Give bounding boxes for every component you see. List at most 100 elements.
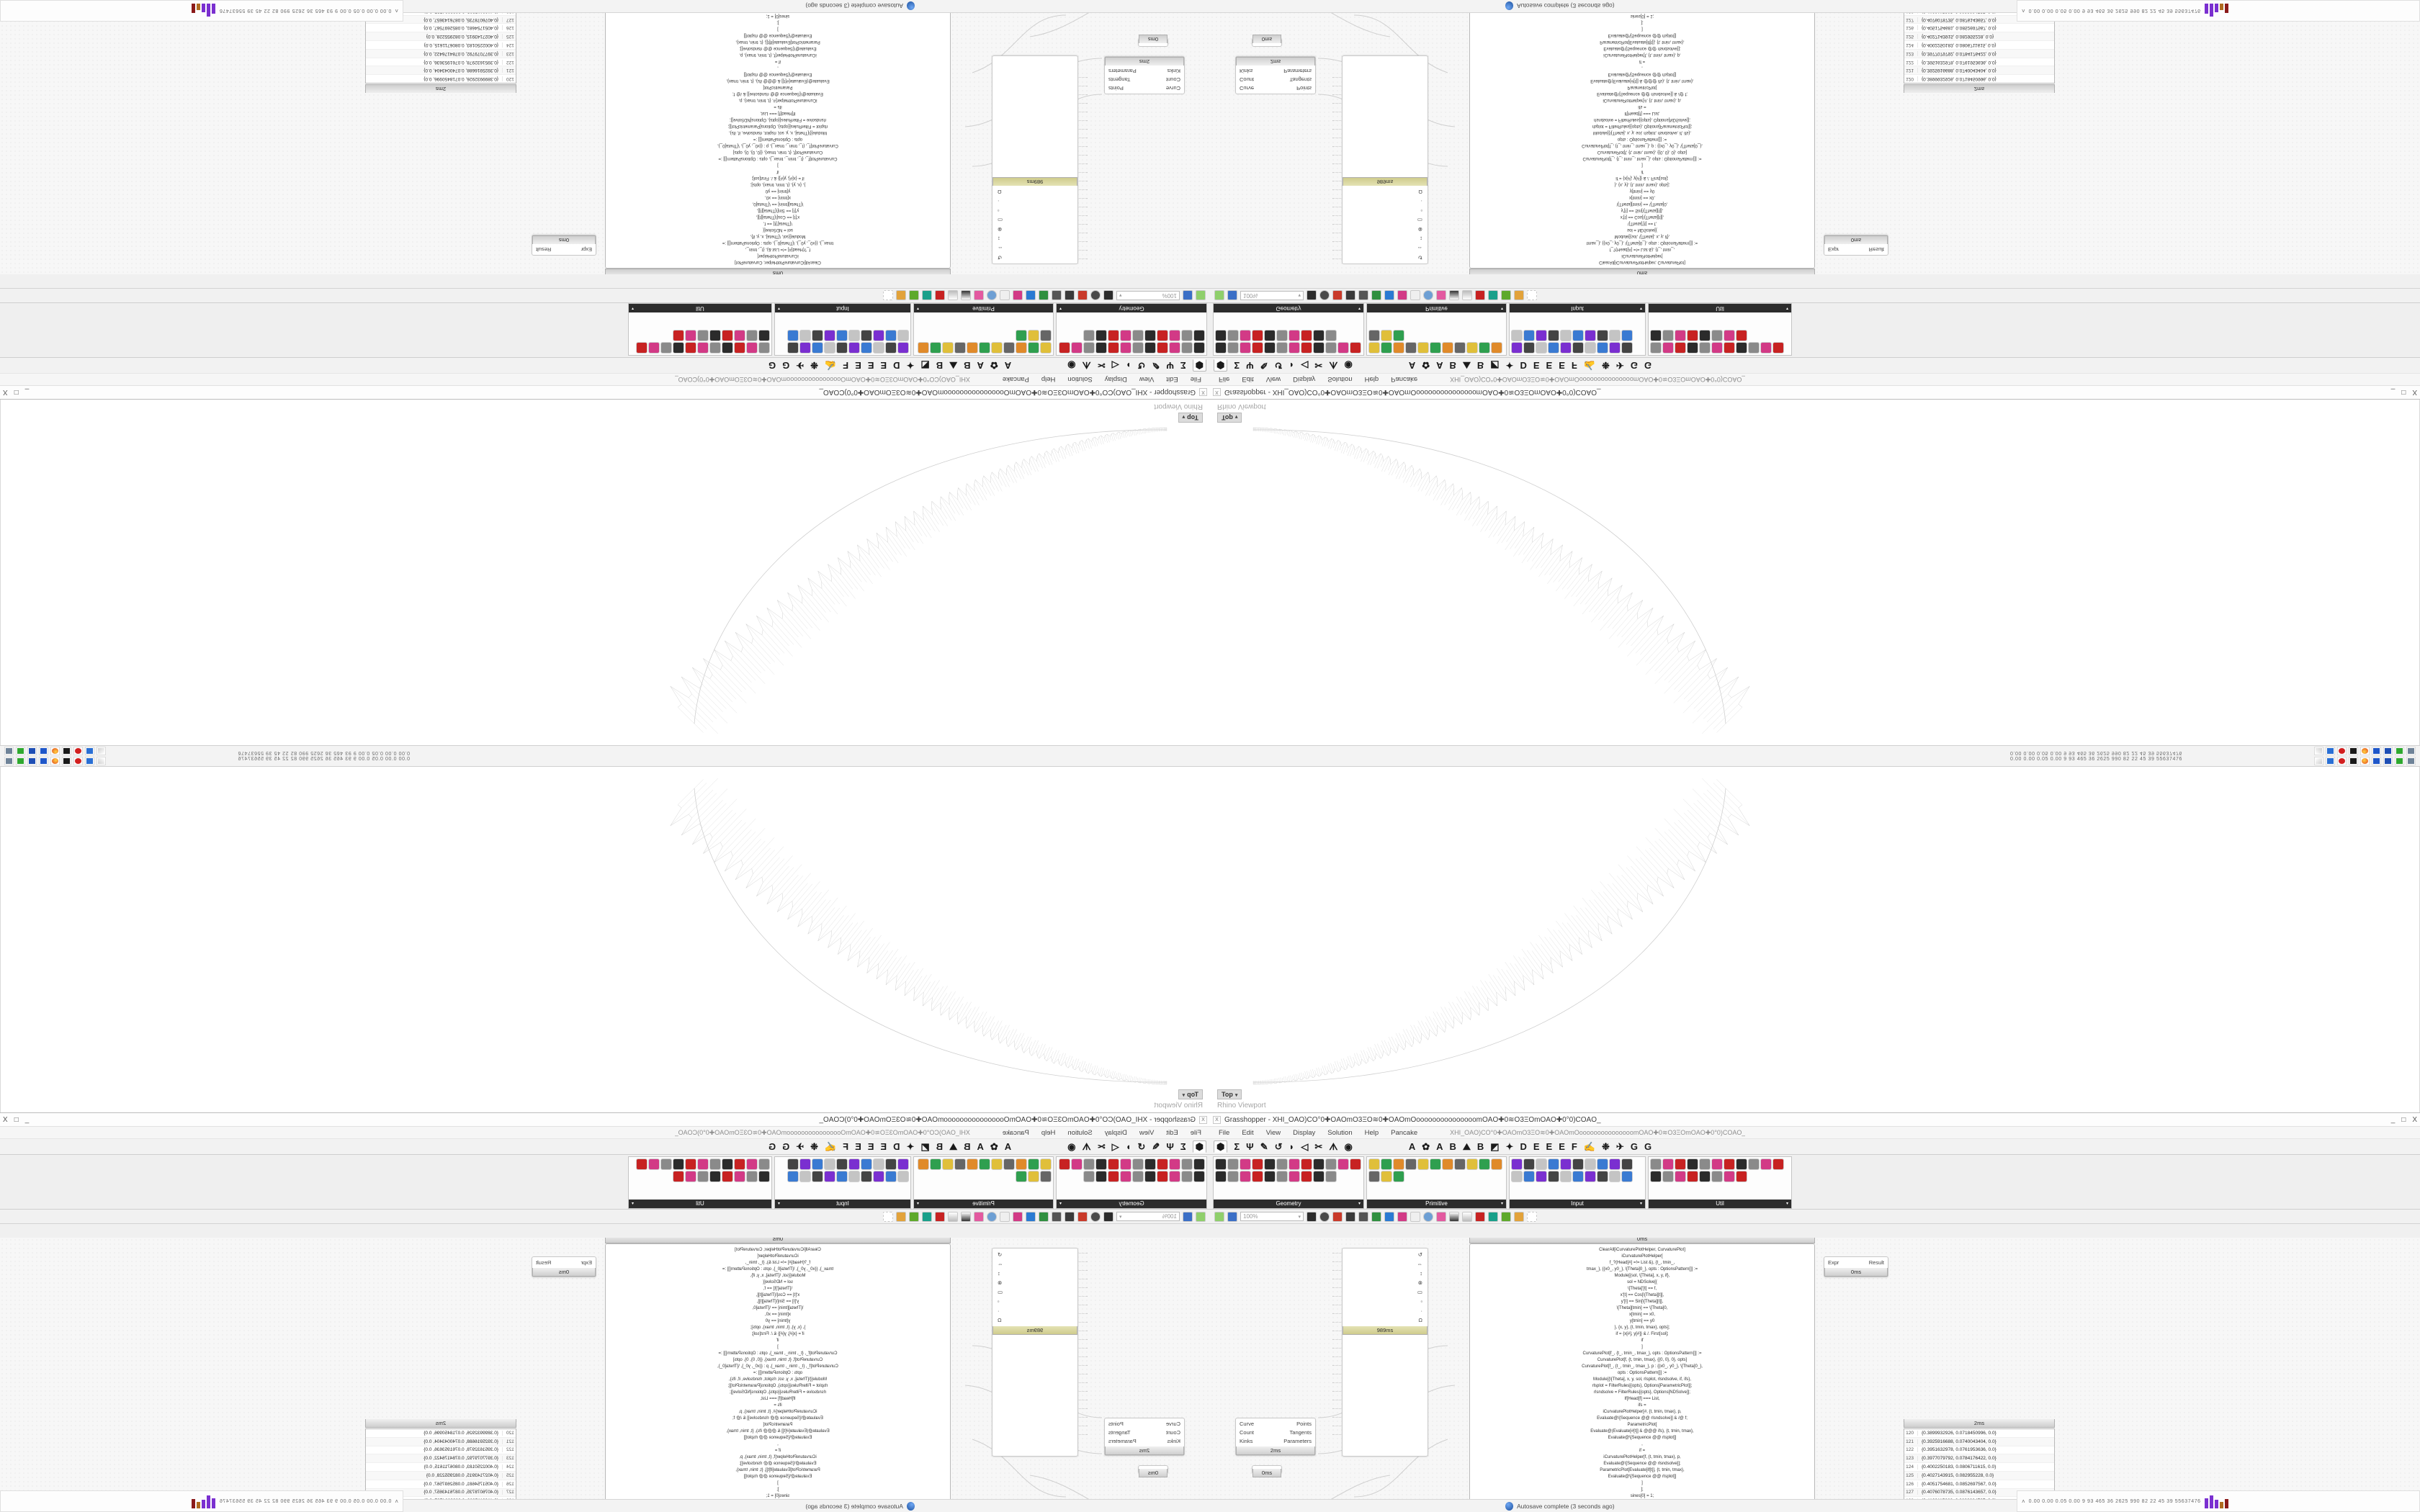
help-box-icon[interactable] bbox=[974, 1211, 984, 1222]
component-icon[interactable] bbox=[1621, 342, 1633, 354]
component-icon[interactable] bbox=[1144, 330, 1156, 341]
ribbon-group-expander[interactable]: ▾ bbox=[1059, 1202, 1062, 1206]
ribbon-tab-left-5[interactable]: ◗ bbox=[1289, 1141, 1295, 1152]
menu-bar[interactable]: File Edit View Display Solution Help Pan… bbox=[1210, 373, 2420, 385]
component-icon[interactable] bbox=[1016, 330, 1027, 341]
table-row[interactable]: 121 {0.3925916688, 0.0740043404, 0.0} bbox=[366, 66, 516, 75]
canvas-toolbar[interactable]: 100% ▾ bbox=[0, 1210, 1210, 1224]
component-icon[interactable] bbox=[1662, 330, 1674, 341]
component-icon[interactable] bbox=[1083, 342, 1095, 354]
ribbon-tab-left-7[interactable]: ✂ bbox=[1314, 1141, 1323, 1152]
component-icon[interactable] bbox=[1144, 1171, 1156, 1182]
table-row[interactable]: 123 {0.3977079792, 0.0784176422, 0.0} bbox=[1904, 1454, 2054, 1464]
component-icon[interactable] bbox=[1597, 1158, 1608, 1170]
ribbon-tab-plugin-6[interactable]: ◩ bbox=[1490, 1141, 1500, 1152]
shade-c-icon[interactable] bbox=[935, 1211, 945, 1222]
component-icon[interactable] bbox=[1597, 330, 1608, 341]
ribbon-tab-left-1[interactable]: Σ bbox=[1234, 1141, 1240, 1152]
ribbon-group-expander[interactable]: ▾ bbox=[1785, 1202, 1788, 1206]
component-icon[interactable] bbox=[942, 342, 954, 354]
gha-loader-icon[interactable] bbox=[1397, 290, 1407, 301]
menu-bar[interactable]: File Edit View Display Solution Help Pan… bbox=[1210, 1127, 2420, 1139]
ribbon-group-expander[interactable]: ▾ bbox=[1059, 306, 1062, 310]
recompute-icon[interactable] bbox=[1371, 290, 1381, 301]
component-icon[interactable] bbox=[1169, 342, 1180, 354]
component-icon[interactable] bbox=[1240, 330, 1251, 341]
ribbon-tab-plugin-2[interactable]: A bbox=[977, 360, 984, 371]
rhino-icon-blue-panel[interactable] bbox=[39, 747, 48, 755]
ribbon-tab-plugin-8[interactable]: D bbox=[893, 360, 900, 371]
canvas-toolbar[interactable]: 100% ▾ bbox=[1210, 1210, 2420, 1224]
ribbon-tab-left-5[interactable]: ◗ bbox=[1125, 360, 1131, 371]
ribbon-tab-plugin-11[interactable]: E bbox=[1559, 1141, 1565, 1152]
ribbon-group-icons[interactable] bbox=[1057, 1157, 1206, 1200]
rhino-icon-sketch[interactable] bbox=[2314, 757, 2323, 765]
maximize-button[interactable]: □ bbox=[14, 1115, 19, 1124]
system-menu-icon[interactable]: X bbox=[1213, 388, 1221, 397]
script-editor-icon[interactable] bbox=[1410, 290, 1420, 301]
tray-caret[interactable]: ˄ bbox=[2022, 1498, 2025, 1505]
component-icon[interactable] bbox=[709, 1158, 721, 1170]
component-icon[interactable] bbox=[1276, 1158, 1288, 1170]
ribbon-tab-plugin-17[interactable]: G bbox=[768, 360, 776, 371]
shade-c-icon[interactable] bbox=[1475, 290, 1485, 301]
component-icon[interactable] bbox=[758, 1158, 770, 1170]
output-tangents[interactable]: Tangents bbox=[1108, 1429, 1131, 1436]
ribbon-tab-plugin-11[interactable]: E bbox=[855, 1141, 861, 1152]
help-box-icon[interactable] bbox=[1436, 290, 1446, 301]
preview-eye-icon[interactable] bbox=[1090, 1211, 1101, 1222]
ribbon-group-icons[interactable] bbox=[1649, 1157, 1791, 1200]
close-button[interactable]: X bbox=[3, 1115, 8, 1124]
component-icon[interactable] bbox=[1193, 1171, 1205, 1182]
ribbon-group-input[interactable]: Input ▾ bbox=[1509, 1156, 1646, 1209]
component-icon[interactable] bbox=[1215, 330, 1227, 341]
menu-item-help[interactable]: Help bbox=[1364, 375, 1379, 384]
ribbon-group-icons[interactable] bbox=[775, 312, 910, 355]
ribbon-tab-left-4[interactable]: ↺ bbox=[1274, 1141, 1283, 1152]
minimize-button[interactable]: _ bbox=[2390, 1115, 2396, 1124]
component-icon[interactable] bbox=[1523, 342, 1535, 354]
component-icon[interactable] bbox=[1313, 1171, 1325, 1182]
component-icon[interactable] bbox=[1289, 1171, 1300, 1182]
document-panel-icon[interactable] bbox=[1384, 1211, 1394, 1222]
component-icon[interactable] bbox=[1120, 1158, 1131, 1170]
component-icon[interactable] bbox=[746, 330, 758, 341]
ribbon-group-icons[interactable] bbox=[1510, 312, 1645, 355]
ribbon-tab-plugin-9[interactable]: E bbox=[1533, 1141, 1540, 1152]
table-row[interactable]: 122 {0.3951632978, 0.0761953636, 0.0} bbox=[366, 57, 516, 66]
rhino-icon-gray-panel[interactable] bbox=[4, 747, 14, 755]
component-icon[interactable] bbox=[1621, 330, 1633, 341]
ribbon-tab-plugin-3[interactable]: B bbox=[1449, 360, 1456, 371]
tray-caret[interactable]: ˄ bbox=[2022, 7, 2025, 14]
menu-item-solution[interactable]: Solution bbox=[1327, 375, 1353, 384]
component-icon[interactable] bbox=[1240, 1171, 1251, 1182]
ribbon-tab-plugin-14[interactable]: ❉ bbox=[810, 360, 818, 371]
table-row[interactable]: 123 {0.3977079792, 0.0784176422, 0.0} bbox=[1904, 48, 2054, 58]
ribbon-tab-plugin-4[interactable]: ⛰ bbox=[1462, 1141, 1471, 1152]
component-icon[interactable] bbox=[918, 342, 929, 354]
profiler-icon[interactable] bbox=[1345, 1211, 1355, 1222]
component-icon[interactable] bbox=[1252, 1171, 1263, 1182]
component-icon[interactable] bbox=[1687, 342, 1698, 354]
component-icon[interactable] bbox=[1381, 330, 1392, 341]
search-icon[interactable] bbox=[987, 290, 997, 301]
rhino-icon-color[interactable] bbox=[50, 747, 60, 755]
component-icon[interactable] bbox=[1560, 342, 1572, 354]
component-icon[interactable] bbox=[1675, 1171, 1686, 1182]
table-row[interactable]: 124 {0.4002250183, 0.0806711615, 0.0} bbox=[1904, 40, 2054, 49]
ribbon-tab-plugin-0[interactable]: A bbox=[1004, 360, 1012, 371]
ribbon-group-icons[interactable] bbox=[775, 1157, 910, 1200]
viewport-tab-caret[interactable]: ▾ bbox=[1182, 1093, 1186, 1098]
rhino-icon-sketch[interactable] bbox=[97, 757, 106, 765]
rhino-icon-render[interactable] bbox=[73, 747, 83, 755]
output-parameters[interactable]: Parameters bbox=[1108, 68, 1137, 74]
ribbon-tab-plugin-2[interactable]: A bbox=[1436, 360, 1443, 371]
table-row[interactable]: 126 {0.4051754681, 0.0852697567, 0.0} bbox=[366, 23, 516, 32]
component-icon[interactable] bbox=[1003, 1158, 1015, 1170]
component-icon[interactable] bbox=[1144, 1158, 1156, 1170]
component-icon[interactable] bbox=[1157, 330, 1168, 341]
component-icon[interactable] bbox=[1572, 1158, 1584, 1170]
input-expr[interactable]: Expr bbox=[1828, 1259, 1839, 1266]
rhino-icon-sketch[interactable] bbox=[97, 747, 106, 755]
component-icon[interactable] bbox=[1650, 1171, 1662, 1182]
